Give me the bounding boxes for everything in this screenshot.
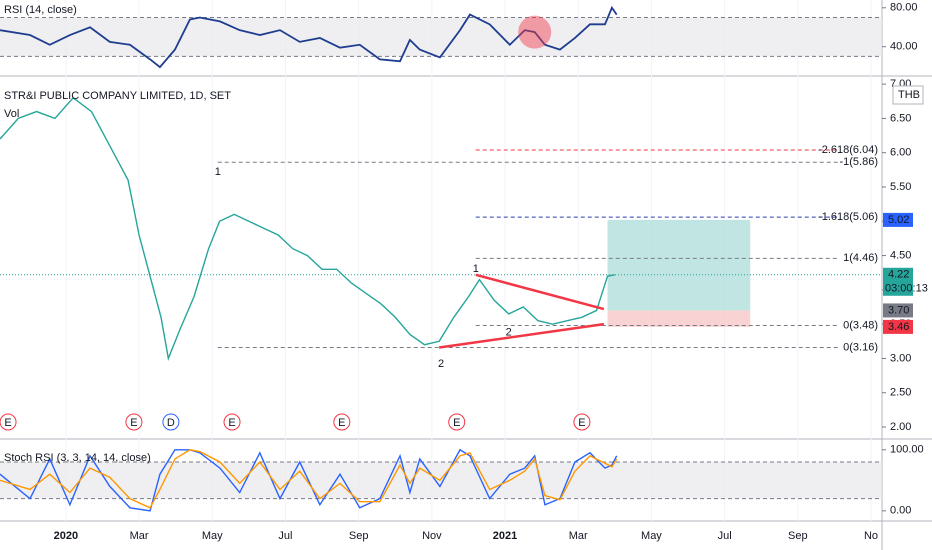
trendline <box>475 273 605 311</box>
event-label: E <box>578 417 585 429</box>
event-marker <box>333 413 351 431</box>
price-tag-label: 4.22 <box>888 269 909 281</box>
x-tick-label: May <box>641 530 662 542</box>
pane-title: RSI (14, close) <box>4 4 77 16</box>
y-tick-label: 6.50 <box>890 112 911 124</box>
target-zone <box>607 219 751 311</box>
fib-label: -1.618(5.06) <box>818 211 878 223</box>
level-band <box>0 17 882 57</box>
x-tick-label: Sep <box>788 530 808 542</box>
price-tag-label: 3.70 <box>888 304 909 316</box>
wave-label: 1 <box>215 166 221 178</box>
series-line <box>0 5 618 69</box>
trendline <box>438 322 605 349</box>
y-tick-label: 100.00 <box>890 444 924 456</box>
x-tick-label: Sep <box>349 530 369 542</box>
x-tick-label: Jul <box>278 530 292 542</box>
fib-label: -2.618(6.04) <box>818 144 878 156</box>
price-tag-label: 5.02 <box>888 214 909 226</box>
y-tick-label: 2.00 <box>890 421 911 433</box>
series-line <box>0 448 618 512</box>
level-band <box>0 461 882 499</box>
x-tick-label: 2020 <box>54 530 78 542</box>
y-tick-label: 3.00 <box>890 352 911 364</box>
highlight <box>518 15 552 49</box>
y-tick-label: 4.50 <box>890 249 911 261</box>
y-tick-label: 40.00 <box>890 41 918 53</box>
price-tag <box>883 267 913 296</box>
event-label: E <box>228 417 235 429</box>
x-tick-label: 2021 <box>493 530 517 542</box>
x-tick-label: May <box>202 530 223 542</box>
event-label: E <box>338 417 345 429</box>
event-marker <box>223 413 241 431</box>
currency-box <box>892 85 924 105</box>
fib-label: 1(4.46) <box>843 252 878 264</box>
event-marker <box>573 413 591 431</box>
y-tick-label: 0.00 <box>890 505 911 517</box>
event-marker <box>125 413 143 431</box>
price-tag-label: 3.46 <box>888 321 909 333</box>
price-tag <box>883 303 913 318</box>
y-tick-label: 5.50 <box>890 181 911 193</box>
wave-label: 2 <box>506 326 512 338</box>
currency-label: THB <box>898 89 920 101</box>
fib-label: 0(3.48) <box>843 319 878 331</box>
price-tag <box>883 212 913 227</box>
fib-label: -1(5.86) <box>839 156 878 168</box>
wave-label: 2 <box>438 358 444 370</box>
x-tick-label: Mar <box>569 530 588 542</box>
x-tick-label: Mar <box>130 530 149 542</box>
stop-zone <box>607 310 751 327</box>
event-marker <box>162 413 180 431</box>
pane-title: Stoch RSI (3, 3, 14, 14, close) <box>4 452 151 464</box>
event-marker <box>448 413 466 431</box>
x-tick-label: Nov <box>422 530 442 542</box>
y-tick-label: 2.50 <box>890 387 911 399</box>
x-tick-label: Jul <box>718 530 732 542</box>
event-label: E <box>453 417 460 429</box>
volume-label: Vol <box>4 108 19 120</box>
countdown: 03:00:13 <box>885 283 928 295</box>
series-line <box>0 449 618 509</box>
event-label: E <box>4 417 11 429</box>
event-label: D <box>167 417 175 429</box>
series-line <box>0 96 615 361</box>
price-tag <box>883 319 913 334</box>
chart-title: STR&I PUBLIC COMPANY LIMITED, 1D, SET <box>4 90 231 102</box>
event-marker <box>0 413 17 431</box>
fib-label: 0(3.16) <box>843 341 878 353</box>
y-tick-label: 6.00 <box>890 147 911 159</box>
y-tick-label: 80.00 <box>890 2 918 14</box>
event-label: E <box>130 417 137 429</box>
wave-label: 1 <box>473 263 479 275</box>
x-tick-label: No <box>864 530 878 542</box>
